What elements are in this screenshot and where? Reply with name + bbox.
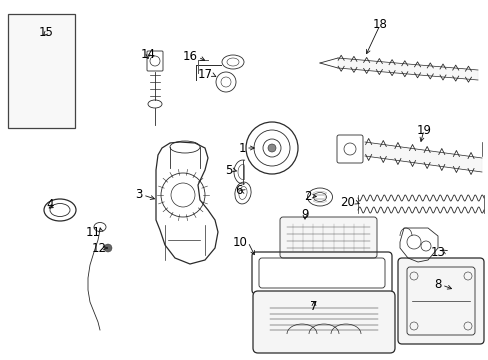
Text: 1: 1: [238, 141, 245, 154]
Text: 4: 4: [46, 198, 54, 211]
Text: 6: 6: [235, 184, 243, 198]
Text: 18: 18: [372, 18, 386, 31]
Text: 5: 5: [225, 163, 232, 176]
Text: 17: 17: [198, 68, 213, 81]
FancyBboxPatch shape: [397, 258, 483, 344]
Circle shape: [104, 244, 112, 252]
FancyBboxPatch shape: [147, 51, 163, 71]
Text: 9: 9: [301, 208, 308, 221]
Text: 2: 2: [304, 189, 311, 202]
Text: 11: 11: [86, 225, 101, 238]
Text: 19: 19: [416, 123, 430, 136]
Text: 15: 15: [39, 27, 53, 40]
Circle shape: [38, 80, 44, 86]
Text: 10: 10: [233, 235, 247, 248]
Circle shape: [267, 144, 275, 152]
Circle shape: [38, 60, 44, 66]
FancyBboxPatch shape: [24, 91, 58, 123]
Text: 7: 7: [309, 300, 317, 312]
Polygon shape: [337, 58, 477, 80]
Text: 20: 20: [340, 195, 354, 208]
FancyBboxPatch shape: [280, 217, 376, 258]
FancyBboxPatch shape: [252, 291, 394, 353]
FancyBboxPatch shape: [336, 135, 362, 163]
Text: 8: 8: [434, 279, 441, 292]
Circle shape: [38, 70, 44, 76]
Bar: [8, 14, 75, 128]
Text: 13: 13: [430, 246, 445, 258]
Text: 12: 12: [92, 242, 107, 255]
Text: 16: 16: [183, 50, 198, 63]
Polygon shape: [364, 142, 481, 172]
Text: 3: 3: [135, 189, 142, 202]
Text: 14: 14: [140, 49, 155, 62]
